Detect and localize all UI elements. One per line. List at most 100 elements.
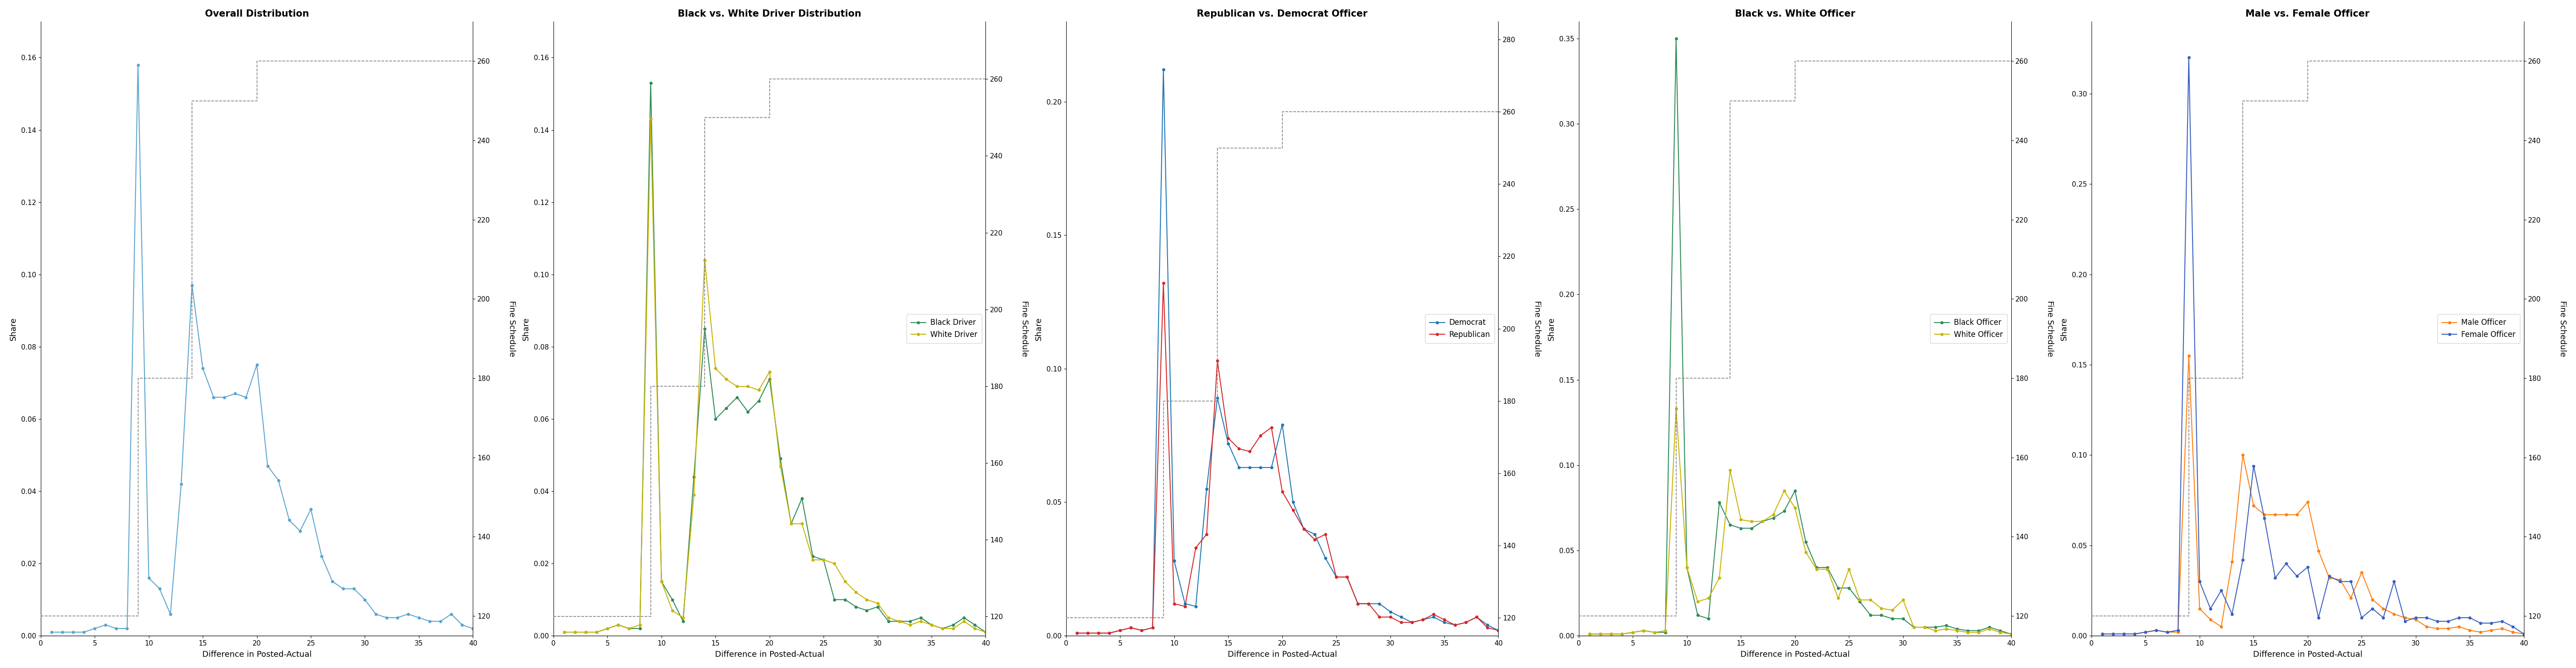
Male Officer [2215,558,2246,566]
Black Driver [744,397,775,405]
White Driver [569,628,600,636]
Democrat [1126,627,1157,635]
Black Officer [1878,615,1909,623]
White Officer [1716,466,1747,474]
Male Officer [2391,614,2421,622]
Republican [1430,616,1461,624]
Male Officer [2110,630,2141,638]
Republican [1461,613,1492,621]
Black Officer [1662,35,1692,43]
White Officer [1662,405,1692,413]
Black Officer [1682,611,1713,619]
Line: Black Driver: Black Driver [564,81,987,633]
Republican [1190,530,1221,538]
Black Driver [657,596,688,604]
Line: White Officer: White Officer [1589,407,2012,635]
Female Officer [2184,578,2215,586]
Black Officer [1584,630,1615,638]
White Officer [1649,627,1680,635]
White Driver [917,621,948,629]
Male Officer [2421,625,2452,633]
White Officer [1790,548,1821,556]
Black Officer [1963,627,1994,635]
White Officer [1919,627,1950,635]
White Driver [636,115,667,123]
White Officer [1703,574,1734,582]
Female Officer [2313,572,2344,580]
White Driver [657,607,688,615]
Black Officer [1692,615,1723,623]
Y-axis label: Fine Schedule: Fine Schedule [507,301,515,357]
Male Officer [2293,498,2324,506]
White Officer [1736,518,1767,526]
Democrat [1213,440,1244,448]
Black Officer [1801,564,1832,572]
Y-axis label: Share: Share [1036,317,1043,340]
Black Driver [701,415,732,423]
White Driver [732,383,762,391]
Republican [1159,600,1190,608]
Female Officer [2411,614,2442,622]
Y-axis label: Fine Schedule: Fine Schedule [2045,301,2053,357]
Black Officer [1953,627,1984,635]
Male Officer [2269,511,2300,519]
Female Officer [2259,574,2290,582]
Black Driver [623,625,654,633]
Democrat [1352,600,1383,608]
Female Officer [2421,617,2452,625]
White Driver [559,628,590,636]
Male Officer [2313,574,2344,582]
Female Officer [2228,556,2259,564]
Male Officer [2097,630,2128,638]
White Driver [721,383,752,391]
White Driver [938,625,969,633]
White Officer [1801,565,1832,573]
Female Officer [2282,572,2313,580]
Female Officer [2195,605,2226,613]
White Officer [1672,564,1703,572]
Male Officer [2378,610,2409,618]
Democrat [1298,530,1329,538]
White Driver [971,628,1002,636]
Republican [1288,525,1319,533]
White Driver [786,520,817,528]
White Officer [1770,487,1801,495]
Black Driver [894,617,925,625]
Male Officer [2120,630,2151,638]
Black Driver [927,625,958,633]
Republican [1072,629,1103,637]
Republican [1450,619,1481,627]
White Officer [1878,606,1909,614]
Black Driver [917,621,948,629]
Female Officer [2378,578,2409,586]
Title: Male vs. Female Officer: Male vs. Female Officer [2246,9,2370,18]
Y-axis label: Share: Share [2061,317,2069,340]
Republican [1311,530,1342,538]
Black Officer [1844,598,1875,606]
X-axis label: Difference in Posted-Actual: Difference in Posted-Actual [201,651,312,659]
White Officer [1692,595,1723,603]
Democrat [1190,485,1221,493]
Democrat [1311,554,1342,562]
Democrat [1288,525,1319,533]
Male Officer [2367,605,2398,613]
Republican [1203,357,1234,365]
Black Driver [592,625,623,633]
Republican [1149,279,1180,287]
Black Officer [1595,630,1625,638]
Legend: Black Officer, White Officer: Black Officer, White Officer [1929,314,2007,343]
Y-axis label: Share: Share [523,317,531,340]
White Driver [927,625,958,633]
Female Officer [2151,628,2182,636]
White Driver [549,628,580,636]
Democrat [1115,624,1146,632]
Male Officer [2432,625,2463,633]
Black Driver [765,455,796,463]
White Driver [690,256,721,264]
White Officer [1973,625,2004,633]
Black Driver [884,617,914,625]
Democrat [1203,394,1234,402]
White Driver [829,578,860,586]
White Officer [1628,627,1659,635]
Democrat [1332,573,1363,581]
